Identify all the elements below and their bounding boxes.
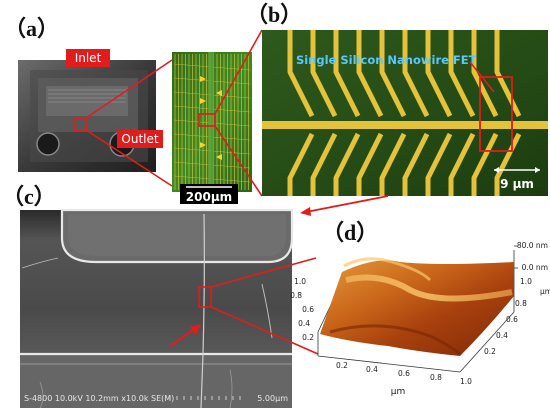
array-zoom-box: [198, 113, 216, 127]
afm-y-tick: 0.4: [496, 331, 508, 340]
chip-callout-lines: [85, 59, 173, 187]
afm-x-tick: 1.0: [460, 377, 472, 386]
electrode-array-micrograph: 200μm: [172, 52, 252, 204]
afm-left-tick: 1.0: [294, 277, 306, 286]
afm-y-tick: 0.6: [506, 315, 518, 324]
afm-nanowire-ridge: [345, 274, 513, 302]
bottom-electrode-finger: [356, 132, 384, 196]
top-electrode-fingers: [287, 30, 522, 118]
panel-b: （b） Single Silicon Nanowire FET 9 μm: [246, 2, 548, 196]
top-electrode-finger: [471, 30, 499, 118]
inlet-label: Inlet: [75, 51, 102, 65]
panel-d-letter: （d）: [322, 220, 378, 245]
afm-surface: [320, 260, 514, 356]
afm-x-tick: 0.8: [430, 373, 442, 382]
top-electrode-finger: [425, 30, 453, 118]
panel-a: （a） Inlet Outlet: [4, 16, 252, 204]
afm-x-tick: 0.2: [336, 361, 348, 370]
panel-c-letter: （c）: [2, 184, 56, 209]
bottom-electrode-finger: [333, 132, 361, 196]
scale-bar-b-label: 9 μm: [500, 177, 534, 191]
panel-a-letter: （a）: [4, 16, 59, 41]
chip-photo: [18, 60, 156, 172]
panel-d: （d） 80.0 nm 0.0 nm 1.0 μm 0.8 0.6 0.4 0.…: [290, 220, 550, 397]
sem-callout-lines: [210, 257, 319, 355]
inlet-port: [36, 132, 60, 156]
afm-x-ticks: 0.2 0.4 0.6 0.8 1.0 μm: [336, 361, 472, 397]
afm-left-tick: 0.8: [290, 291, 302, 300]
top-electrode-finger: [310, 30, 338, 118]
array-callout-lines: [214, 29, 263, 197]
top-electrode-finger: [333, 30, 361, 118]
nanowire-device-label: Single Silicon Nanowire FET: [296, 53, 477, 67]
sem-scale-label: 5.00μm: [257, 394, 288, 403]
afm-y-tick: 0.2: [484, 347, 496, 356]
bottom-electrode-fingers: [287, 132, 522, 196]
silicon-nanowire: [200, 213, 205, 409]
afm-y-tick: 1.0: [520, 277, 532, 286]
top-electrode-finger: [402, 30, 430, 118]
scale-bar-a-background: [180, 184, 238, 204]
bottom-electrode-finger: [402, 132, 430, 196]
bottom-electrode-finger: [425, 132, 453, 196]
source-bus-electrode: [262, 121, 548, 129]
nanowire-pointer: [469, 61, 495, 93]
afm-x-tick: 0.4: [366, 365, 378, 374]
bottom-electrode-finger: [471, 132, 499, 196]
bottom-electrode-finger: [287, 132, 315, 196]
inlet-tag: [66, 49, 110, 67]
panel-c: （c） S-4800 10.0kV 10.2mm x10.0k SE(M) 5.…: [2, 184, 294, 409]
b-to-c-arrow: [305, 195, 389, 213]
top-electrode-finger: [287, 30, 315, 118]
top-electrode-finger: [356, 30, 384, 118]
afm-left-tick: 0.2: [302, 333, 314, 342]
bottom-electrode-finger: [310, 132, 338, 196]
nanowire-highlight-box: [479, 76, 513, 152]
afm-y-tick: 0.8: [515, 299, 527, 308]
top-electrode-finger: [448, 30, 476, 118]
afm-y-unit: μm: [540, 287, 550, 296]
sem-zoom-box: [198, 286, 212, 308]
afm-x-unit: μm: [391, 387, 406, 397]
sem-nanowire-arrow: [169, 327, 197, 347]
afm-left-tick: 0.6: [302, 305, 314, 314]
afm-left-ticks: 1.0 0.8 0.6 0.4 0.2: [290, 277, 314, 342]
outlet-tag: [117, 130, 163, 148]
top-electrode-finger: [379, 30, 407, 118]
bottom-electrode-finger: [379, 132, 407, 196]
afm-z-min: 0.0 nm: [522, 263, 548, 272]
panel-b-letter: （b）: [246, 2, 302, 27]
bottom-electrode-finger: [448, 132, 476, 196]
sem-bottom-electrode: [20, 354, 292, 408]
afm-z-max: 80.0 nm: [517, 241, 548, 250]
sem-info-bar: S-4800 10.0kV 10.2mm x10.0k SE(M): [24, 394, 174, 403]
afm-left-tick: 0.4: [298, 319, 310, 328]
scale-bar-a-label: 200μm: [186, 190, 232, 204]
afm-y-ticks: 1.0 μm 0.8 0.6 0.4 0.2: [484, 277, 550, 356]
afm-x-tick: 0.6: [398, 369, 410, 378]
outlet-label: Outlet: [121, 132, 158, 146]
chip-zoom-box: [73, 117, 87, 131]
